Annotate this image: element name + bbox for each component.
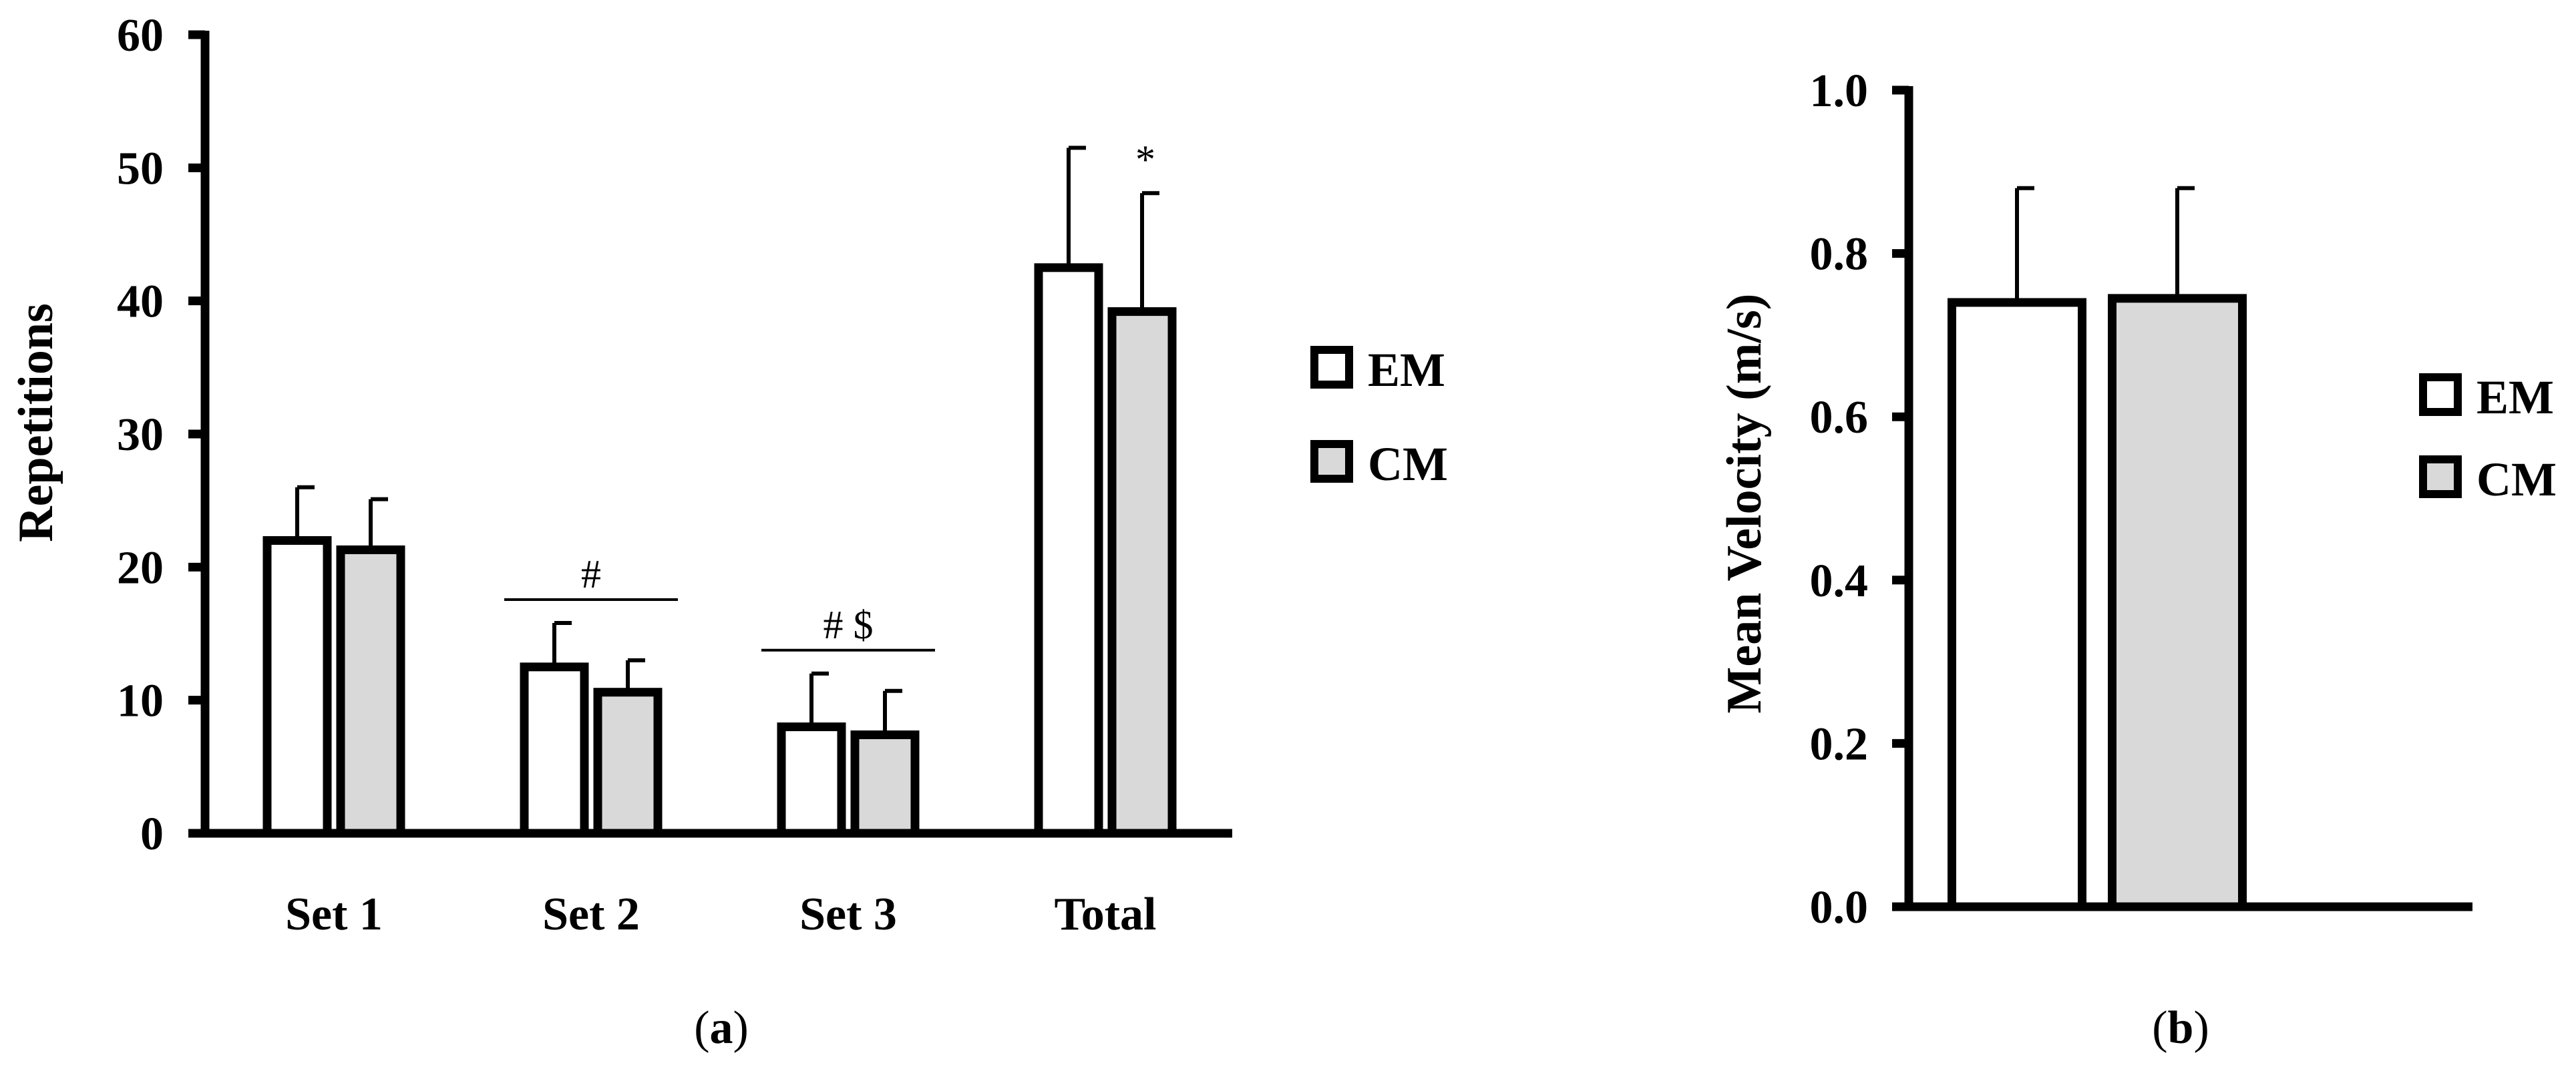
bar-cm [850, 730, 920, 838]
bar-em [1034, 263, 1103, 838]
category-label: Set 1 [285, 889, 383, 940]
bar-cm [2108, 294, 2247, 911]
category-label: Set 3 [799, 889, 897, 940]
bar-em [1948, 298, 2086, 911]
y-tick-label: 0.2 [1810, 718, 1869, 770]
panel-a-bars [262, 146, 1177, 838]
panel-b-y-axis-label: Mean Velocity (m/s) [1717, 294, 1772, 714]
y-tick-label: 10 [117, 676, 164, 727]
legend-label-cm: CM [1368, 437, 1448, 491]
panel-a-y-ticks: 0 10 20 30 40 50 60 [117, 10, 205, 860]
legend-swatch-cm [2419, 455, 2462, 498]
y-tick-label: 40 [117, 276, 164, 328]
bar-cm [593, 688, 663, 838]
significance-marker: * [1135, 138, 1155, 182]
panel-a-annotations: # # $ * [504, 138, 1155, 652]
legend-swatch-em [1310, 346, 1353, 389]
legend-label-em: EM [2476, 371, 2554, 424]
bar-cm [336, 545, 405, 838]
y-tick-label: 0 [140, 809, 164, 860]
legend-swatch-cm [1310, 440, 1353, 483]
bar-em [777, 722, 846, 838]
y-tick-label: 30 [117, 409, 164, 461]
panel-b-legend: EM CM [2419, 371, 2557, 506]
panel-a-category-labels: Set 1 Set 2 Set 3 Total [285, 889, 1156, 940]
y-tick-label: 60 [117, 10, 164, 61]
bar-em [262, 536, 332, 838]
y-tick-label: 0.4 [1810, 556, 1869, 607]
legend-label-em: EM [1368, 343, 1445, 397]
panel-b-y-ticks: 0.0 0.2 0.4 0.6 0.8 1.0 [1810, 65, 1909, 933]
panel-b-label: (b) [2152, 1002, 2209, 1054]
panel-a-chart: 0 10 20 30 40 50 60 # # $ * Set 1 Set 2 Set 3 Total… [9, 10, 1448, 1054]
legend-label-cm: CM [2476, 453, 2557, 506]
y-tick-label: 0.8 [1810, 229, 1869, 280]
significance-marker: # $ [823, 603, 874, 647]
y-tick-label: 0.6 [1810, 392, 1869, 443]
category-label: Total [1054, 889, 1156, 940]
y-tick-label: 0.0 [1810, 882, 1869, 933]
bar-em [520, 662, 589, 838]
panel-b-bars [1948, 186, 2247, 911]
y-tick-label: 20 [117, 542, 164, 594]
panel-a-y-axis-label: Repetitions [9, 303, 63, 542]
panel-a-letter: a [710, 1002, 733, 1054]
panel-b-chart: 0.0 0.2 0.4 0.6 0.8 1.0 Mean Velocity (m/s) E… [1717, 65, 2557, 1054]
bar-cm [1107, 307, 1177, 838]
y-tick-label: 1.0 [1810, 65, 1869, 117]
significance-marker: # [581, 552, 601, 596]
panel-a-legend: EM CM [1310, 343, 1448, 491]
y-tick-label: 50 [117, 143, 164, 194]
panel-a-label: (a) [694, 1002, 749, 1054]
panel-b-letter: b [2168, 1002, 2194, 1054]
category-label: Set 2 [542, 889, 640, 940]
legend-swatch-em [2419, 373, 2462, 416]
